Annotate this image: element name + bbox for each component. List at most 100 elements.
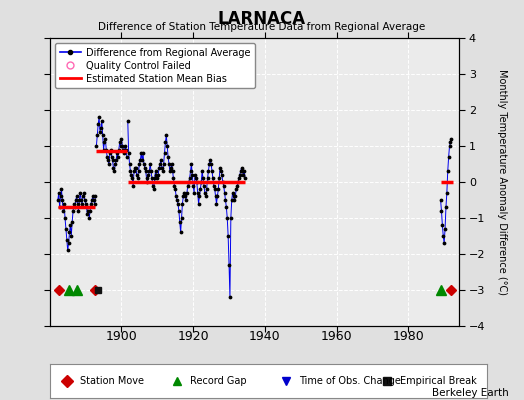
Point — [88, 197, 96, 203]
Point — [236, 172, 244, 178]
Point — [207, 161, 215, 167]
Point — [176, 218, 184, 225]
Point — [117, 136, 126, 142]
Point — [126, 168, 135, 174]
Point — [84, 208, 93, 214]
Point — [119, 146, 127, 153]
Point — [129, 182, 137, 189]
Point — [163, 143, 171, 149]
Point — [220, 182, 228, 189]
Point — [166, 168, 174, 174]
Point — [154, 172, 162, 178]
Point — [72, 197, 80, 203]
Text: Difference of Station Temperature Data from Regional Average: Difference of Station Temperature Data f… — [99, 22, 425, 32]
Legend: Difference from Regional Average, Quality Control Failed, Estimated Station Mean: Difference from Regional Average, Qualit… — [54, 43, 255, 88]
Point — [182, 197, 190, 203]
Point — [86, 208, 94, 214]
Point — [199, 175, 207, 182]
Point — [230, 193, 238, 200]
Point — [232, 186, 241, 192]
Point — [189, 182, 198, 189]
Point — [113, 150, 121, 156]
Point — [120, 150, 128, 156]
Point — [134, 168, 143, 174]
Point — [162, 132, 170, 138]
Point — [181, 193, 189, 200]
Point — [236, 168, 245, 174]
Point — [179, 193, 188, 200]
Point — [440, 240, 449, 246]
Point — [57, 193, 65, 200]
Point — [153, 175, 161, 182]
Point — [122, 146, 130, 153]
Point — [144, 172, 152, 178]
Point — [225, 262, 233, 268]
Point — [177, 215, 185, 221]
Point — [70, 200, 78, 207]
Point — [238, 168, 247, 174]
Point — [240, 168, 248, 174]
Point — [190, 190, 198, 196]
Point — [212, 200, 221, 207]
Point — [101, 136, 110, 142]
Point — [95, 114, 103, 120]
Point — [211, 186, 219, 192]
Point — [96, 125, 105, 131]
Point — [209, 175, 217, 182]
Point — [91, 193, 100, 200]
Text: LARNACA: LARNACA — [218, 10, 306, 28]
Point — [210, 182, 218, 189]
Point — [197, 179, 205, 185]
Point — [168, 161, 176, 167]
Text: Station Move: Station Move — [80, 376, 145, 386]
Point — [445, 143, 454, 149]
Point — [67, 233, 75, 239]
Point — [66, 222, 74, 228]
Point — [174, 200, 182, 207]
Point — [159, 168, 167, 174]
Point — [63, 247, 72, 254]
Point — [66, 229, 74, 236]
Point — [203, 175, 212, 182]
Point — [208, 168, 216, 174]
Point — [213, 193, 222, 200]
Point — [132, 164, 140, 171]
Point — [194, 200, 203, 207]
Text: 1920: 1920 — [178, 330, 209, 342]
Point — [443, 168, 452, 174]
Point — [108, 157, 117, 164]
Point — [100, 139, 108, 146]
Point — [230, 197, 238, 203]
Point — [217, 168, 225, 174]
Point — [62, 236, 71, 243]
Point — [136, 157, 145, 164]
Point — [193, 179, 201, 185]
Point — [74, 208, 83, 214]
Text: 1960: 1960 — [321, 330, 353, 342]
Point — [159, 161, 168, 167]
Point — [217, 172, 226, 178]
Point — [436, 197, 445, 203]
Point — [193, 190, 202, 196]
Point — [192, 175, 200, 182]
Point — [191, 172, 199, 178]
Point — [221, 190, 229, 196]
Point — [222, 204, 231, 210]
Point — [147, 168, 155, 174]
Point — [106, 150, 114, 156]
Point — [224, 233, 232, 239]
Point — [115, 139, 124, 146]
Point — [439, 233, 447, 239]
Point — [231, 193, 239, 200]
Point — [205, 161, 213, 167]
Point — [187, 168, 195, 174]
Point — [187, 161, 195, 167]
Point — [105, 161, 113, 167]
Point — [239, 172, 247, 178]
Point — [202, 193, 210, 200]
Point — [180, 190, 189, 196]
Point — [106, 146, 115, 153]
Point — [152, 172, 161, 178]
Point — [221, 197, 230, 203]
Point — [172, 193, 180, 200]
